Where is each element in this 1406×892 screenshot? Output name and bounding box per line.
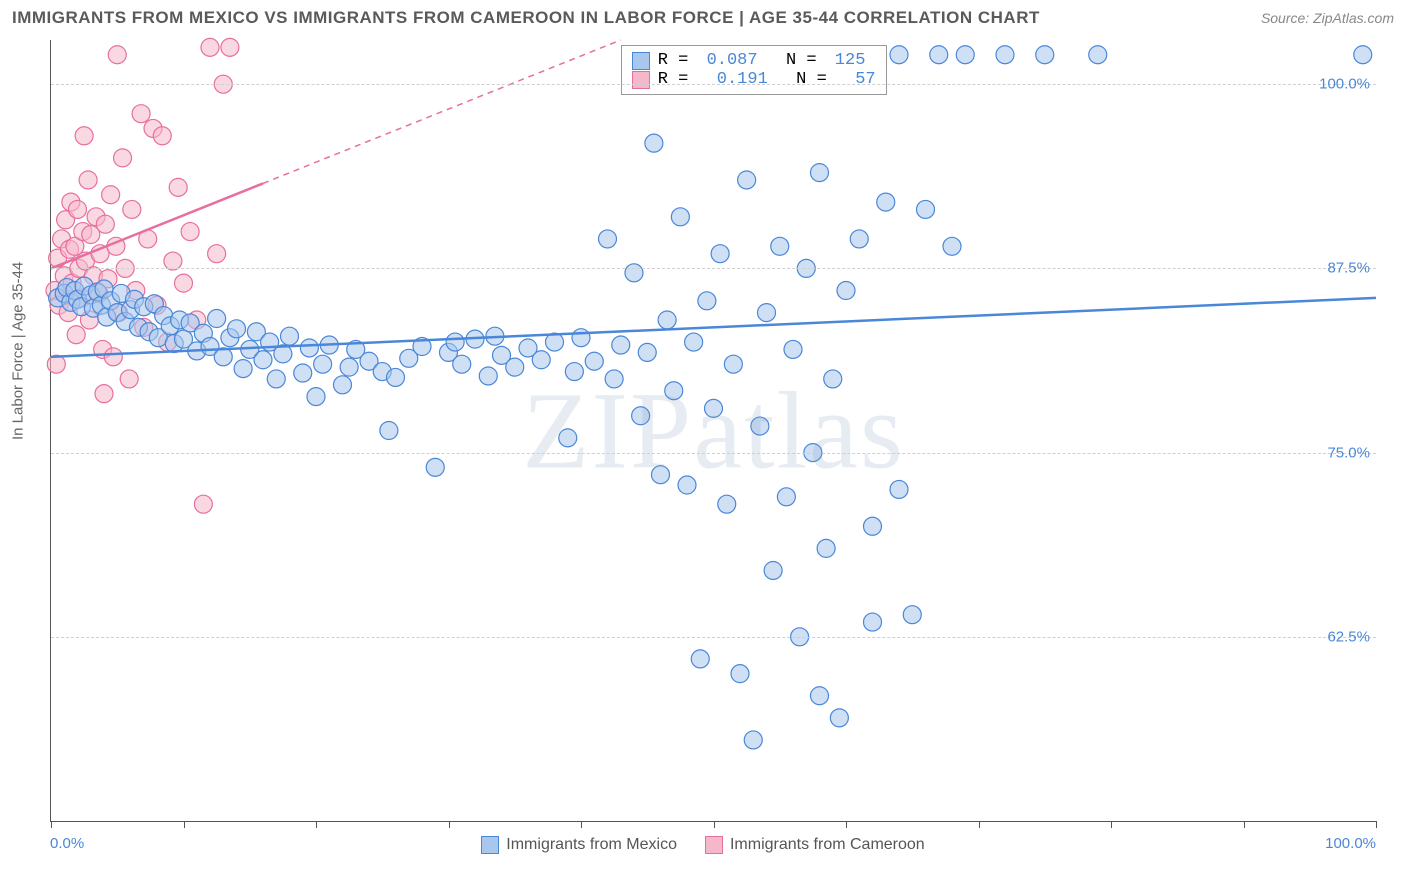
- x-tick: [1376, 821, 1377, 828]
- y-tick-label: 87.5%: [1327, 260, 1370, 277]
- source-attribution: Source: ZipAtlas.com: [1261, 10, 1394, 26]
- gridline-h: [51, 453, 1376, 454]
- gridline-h: [51, 84, 1376, 85]
- x-tick: [581, 821, 582, 828]
- x-tick: [316, 821, 317, 828]
- stats-r-label: R =: [658, 70, 709, 89]
- legend-label-2: Immigrants from Cameroon: [730, 836, 925, 854]
- stats-n-label: N =: [766, 51, 827, 70]
- scatter-svg: [51, 40, 1376, 821]
- swatch-series2: [632, 71, 650, 89]
- gridline-h: [51, 637, 1376, 638]
- stats-r-label: R =: [658, 51, 699, 70]
- legend-swatch-2: [705, 836, 723, 854]
- x-tick: [979, 821, 980, 828]
- x-tick: [1244, 821, 1245, 828]
- y-tick-label: 62.5%: [1327, 628, 1370, 645]
- x-tick: [184, 821, 185, 828]
- y-tick-label: 100.0%: [1319, 76, 1370, 93]
- plot-area: ZIPatlas R = 0.087 N = 125 R = 0.191 N =…: [50, 40, 1376, 822]
- y-axis-label: In Labor Force | Age 35-44: [10, 262, 27, 440]
- y-tick-label: 75.0%: [1327, 444, 1370, 461]
- title-bar: IMMIGRANTS FROM MEXICO VS IMMIGRANTS FRO…: [12, 8, 1394, 28]
- stats-row-1: R = 0.087 N = 125: [632, 51, 876, 70]
- legend-item-2: Immigrants from Cameroon: [705, 836, 925, 854]
- legend-label-1: Immigrants from Mexico: [506, 836, 677, 854]
- stats-r-val-1: 0.087: [707, 51, 758, 70]
- legend-swatch-1: [481, 836, 499, 854]
- stats-row-2: R = 0.191 N = 57: [632, 70, 876, 89]
- stats-n-val-2: 57: [855, 70, 875, 89]
- chart-title: IMMIGRANTS FROM MEXICO VS IMMIGRANTS FRO…: [12, 8, 1040, 28]
- stats-r-val-2: 0.191: [717, 70, 768, 89]
- x-tick: [449, 821, 450, 828]
- x-tick: [846, 821, 847, 828]
- stats-legend-box: R = 0.087 N = 125 R = 0.191 N = 57: [621, 45, 887, 95]
- stats-n-val-1: 125: [835, 51, 866, 70]
- swatch-series1: [632, 52, 650, 70]
- x-tick: [714, 821, 715, 828]
- stats-n-label: N =: [776, 70, 847, 89]
- x-tick: [1111, 821, 1112, 828]
- legend-item-1: Immigrants from Mexico: [481, 836, 677, 854]
- bottom-legend: Immigrants from Mexico Immigrants from C…: [0, 836, 1406, 854]
- gridline-h: [51, 268, 1376, 269]
- x-tick: [51, 821, 52, 828]
